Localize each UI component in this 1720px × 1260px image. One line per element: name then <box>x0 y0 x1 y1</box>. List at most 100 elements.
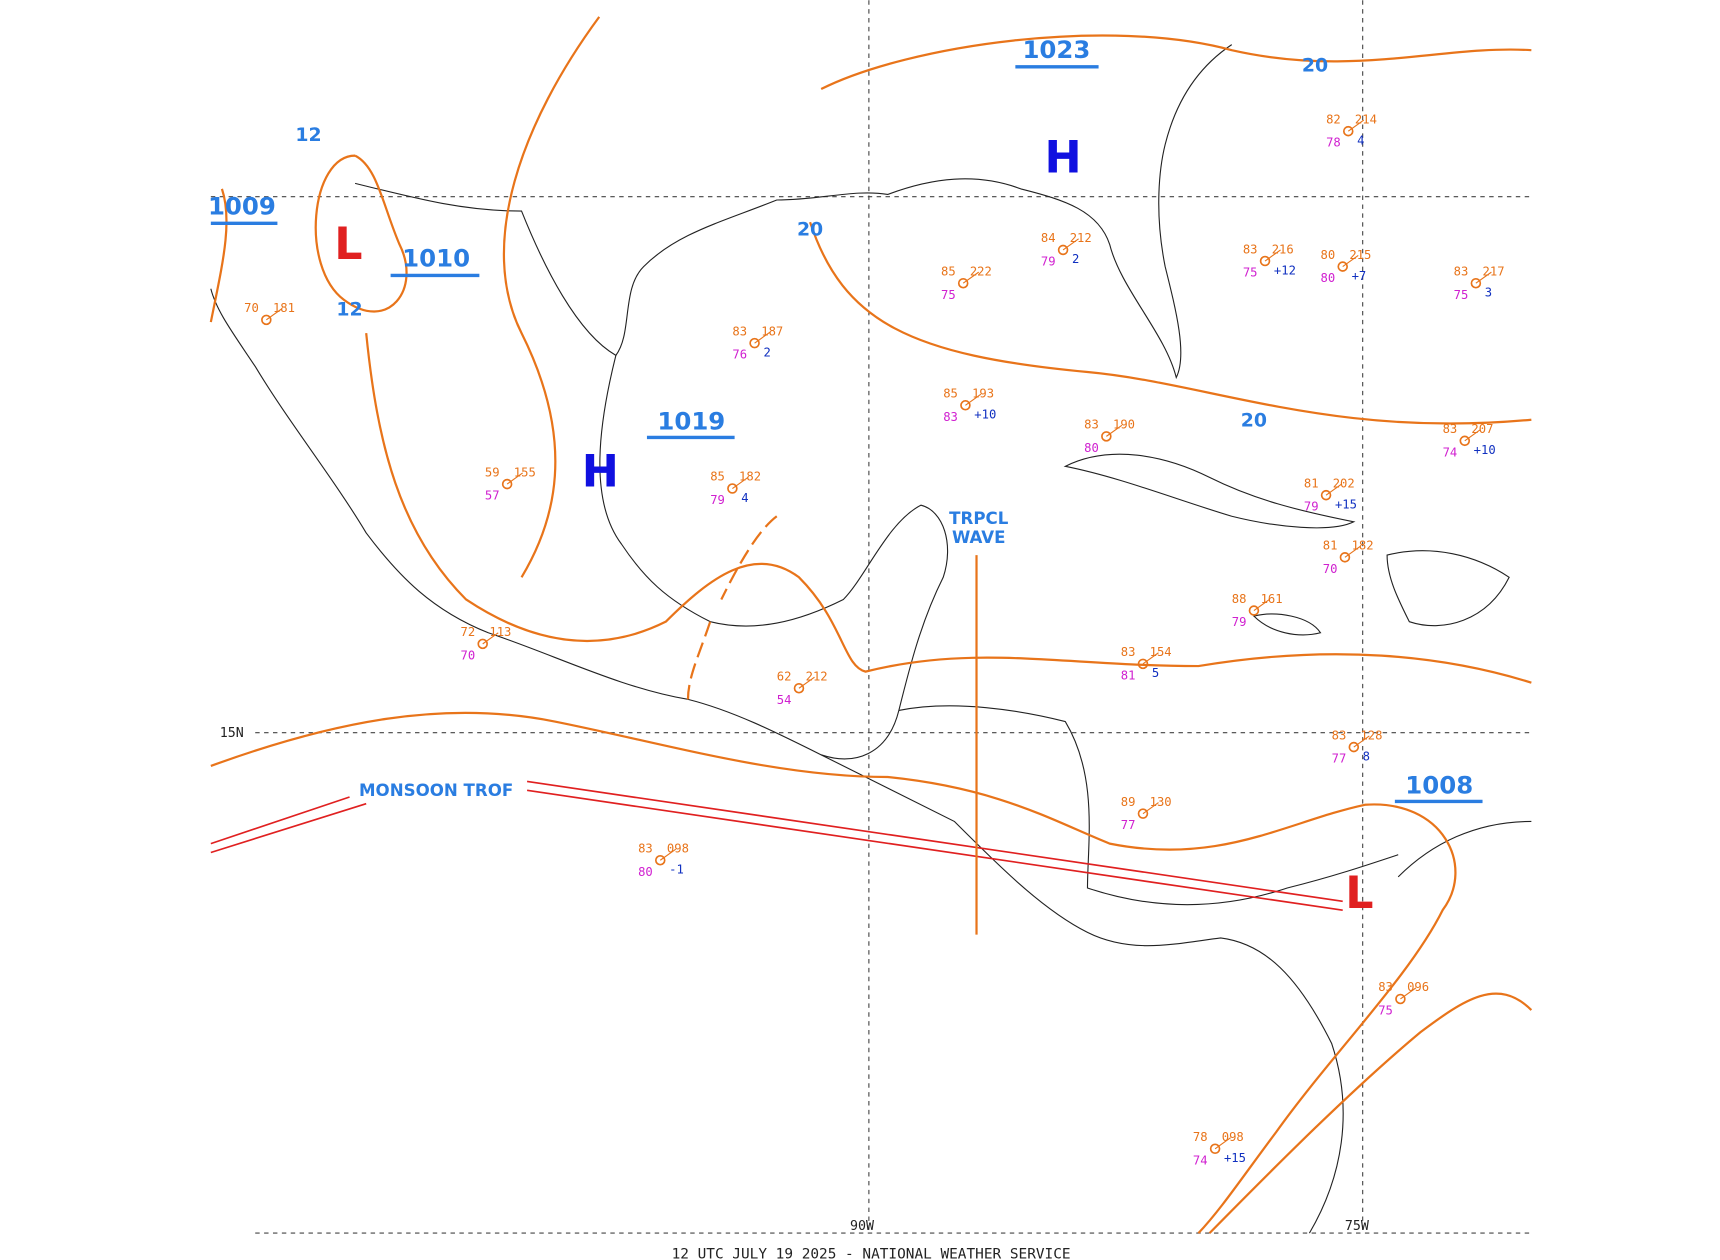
pressure: 098 <box>1222 1130 1244 1144</box>
temperature: 83 <box>638 841 653 855</box>
station-marker <box>1209 1143 1221 1155</box>
station-marker <box>261 314 272 326</box>
front-label: TRPCL <box>949 509 1009 528</box>
wind-barb <box>962 271 980 284</box>
pressure-tendency: +10 <box>974 408 996 422</box>
wind-barb <box>1214 1137 1231 1150</box>
temperature: 83 <box>1084 418 1099 432</box>
station: 83 154 81 5 <box>1121 645 1172 682</box>
mexico-coast <box>210 288 949 760</box>
isobar <box>365 333 1532 684</box>
pressure: 212 <box>806 669 828 683</box>
front-label: MONSOON TROF <box>359 781 513 800</box>
station-marker <box>1137 658 1149 670</box>
pressure-tendency: 3 <box>1485 286 1492 300</box>
isobar-label: 20 <box>1302 54 1328 76</box>
isobar-label: 20 <box>797 219 823 241</box>
station-marker <box>477 638 488 650</box>
temperature: 80 <box>1321 248 1336 262</box>
temperature: 83 <box>1121 645 1136 659</box>
temperature: 83 <box>1332 728 1347 742</box>
pressure: 212 <box>1070 231 1092 245</box>
dewpoint: 75 <box>941 288 956 302</box>
isobar-label: 12 <box>336 298 362 320</box>
footer: 12 UTC JULY 19 2025 - NATIONAL WEATHER S… <box>672 1247 1071 1260</box>
pressure: 215 <box>1349 248 1371 262</box>
temperature: 83 <box>1378 980 1393 994</box>
pressure-tendency: +15 <box>1335 497 1357 511</box>
station-marker <box>654 854 666 866</box>
wind-barb <box>659 848 677 861</box>
station: 85 193 83 +10 <box>943 387 996 424</box>
dewpoint: 70 <box>461 648 476 662</box>
dewpoint: 80 <box>638 865 653 879</box>
wind-barb <box>965 393 982 406</box>
wind-barb <box>1253 599 1270 612</box>
temperature: 81 <box>1304 476 1319 490</box>
station-marker <box>1470 277 1482 289</box>
dewpoint: 75 <box>1243 266 1258 280</box>
pressure: 155 <box>514 465 536 479</box>
wind-barb <box>754 331 771 344</box>
wind-barb <box>1106 424 1123 437</box>
station-marker <box>1395 993 1406 1005</box>
station-marker <box>957 277 969 289</box>
station: 83 096 75 <box>1378 980 1429 1017</box>
isobar <box>820 34 1532 91</box>
station-marker <box>1259 255 1271 267</box>
wind-barb <box>1342 255 1359 268</box>
pressure: 217 <box>1483 264 1505 278</box>
dewpoint: 80 <box>1321 271 1336 285</box>
wind-barb <box>1475 271 1492 284</box>
lon-label: 75W <box>1345 1219 1369 1234</box>
isobar <box>210 711 1457 1234</box>
isobar <box>686 515 778 700</box>
pressure: 187 <box>761 324 783 338</box>
pressure: 202 <box>1333 476 1355 490</box>
label-bg <box>217 724 251 741</box>
wind-barb <box>1344 545 1361 558</box>
wind-barb <box>732 476 749 489</box>
wind-barb <box>798 676 815 689</box>
south-america <box>1397 820 1532 878</box>
wind-barb <box>1142 802 1159 815</box>
pressure: 113 <box>489 625 511 639</box>
high-center: H <box>1045 132 1082 183</box>
dewpoint: 70 <box>1323 562 1338 576</box>
station-marker <box>1348 741 1360 753</box>
pressure-tendency: +15 <box>1224 1151 1246 1165</box>
station-marker <box>1137 808 1149 819</box>
pressure-tendency: +12 <box>1274 263 1296 277</box>
pressure: 214 <box>1355 112 1377 126</box>
front-label: WAVE <box>952 528 1006 547</box>
wind-barb <box>506 472 523 485</box>
station: 81 182 70 <box>1323 539 1374 576</box>
temperature: 83 <box>1243 242 1258 256</box>
station: 88 161 79 <box>1232 592 1283 629</box>
central-america-coast <box>820 754 1344 1234</box>
station-marker <box>1320 489 1332 501</box>
pressure: 182 <box>1352 539 1374 553</box>
jamaica <box>1252 613 1322 636</box>
pressure: 154 <box>1150 645 1172 659</box>
temperature: 78 <box>1193 1130 1208 1144</box>
station: 82 214 78 4 <box>1326 112 1377 149</box>
trough-line <box>210 796 367 854</box>
wind-barb <box>1264 249 1281 262</box>
wind-barb <box>1142 652 1159 665</box>
dewpoint: 74 <box>1193 1153 1208 1167</box>
central-america-north <box>898 705 1399 906</box>
station: 78 098 74 +15 <box>1193 1130 1246 1167</box>
temperature: 84 <box>1041 231 1056 245</box>
temperature: 83 <box>1454 264 1469 278</box>
pressure-tendency: 2 <box>1072 252 1079 266</box>
pressure-tendency: -1 <box>669 863 684 877</box>
station: 83 128 77 8 <box>1332 728 1383 765</box>
station-marker <box>1339 552 1351 563</box>
dewpoint: 81 <box>1121 668 1136 682</box>
isobar <box>502 16 601 578</box>
temperature: 85 <box>941 264 956 278</box>
dewpoint: 74 <box>1443 445 1458 459</box>
dewpoint: 83 <box>943 410 958 424</box>
